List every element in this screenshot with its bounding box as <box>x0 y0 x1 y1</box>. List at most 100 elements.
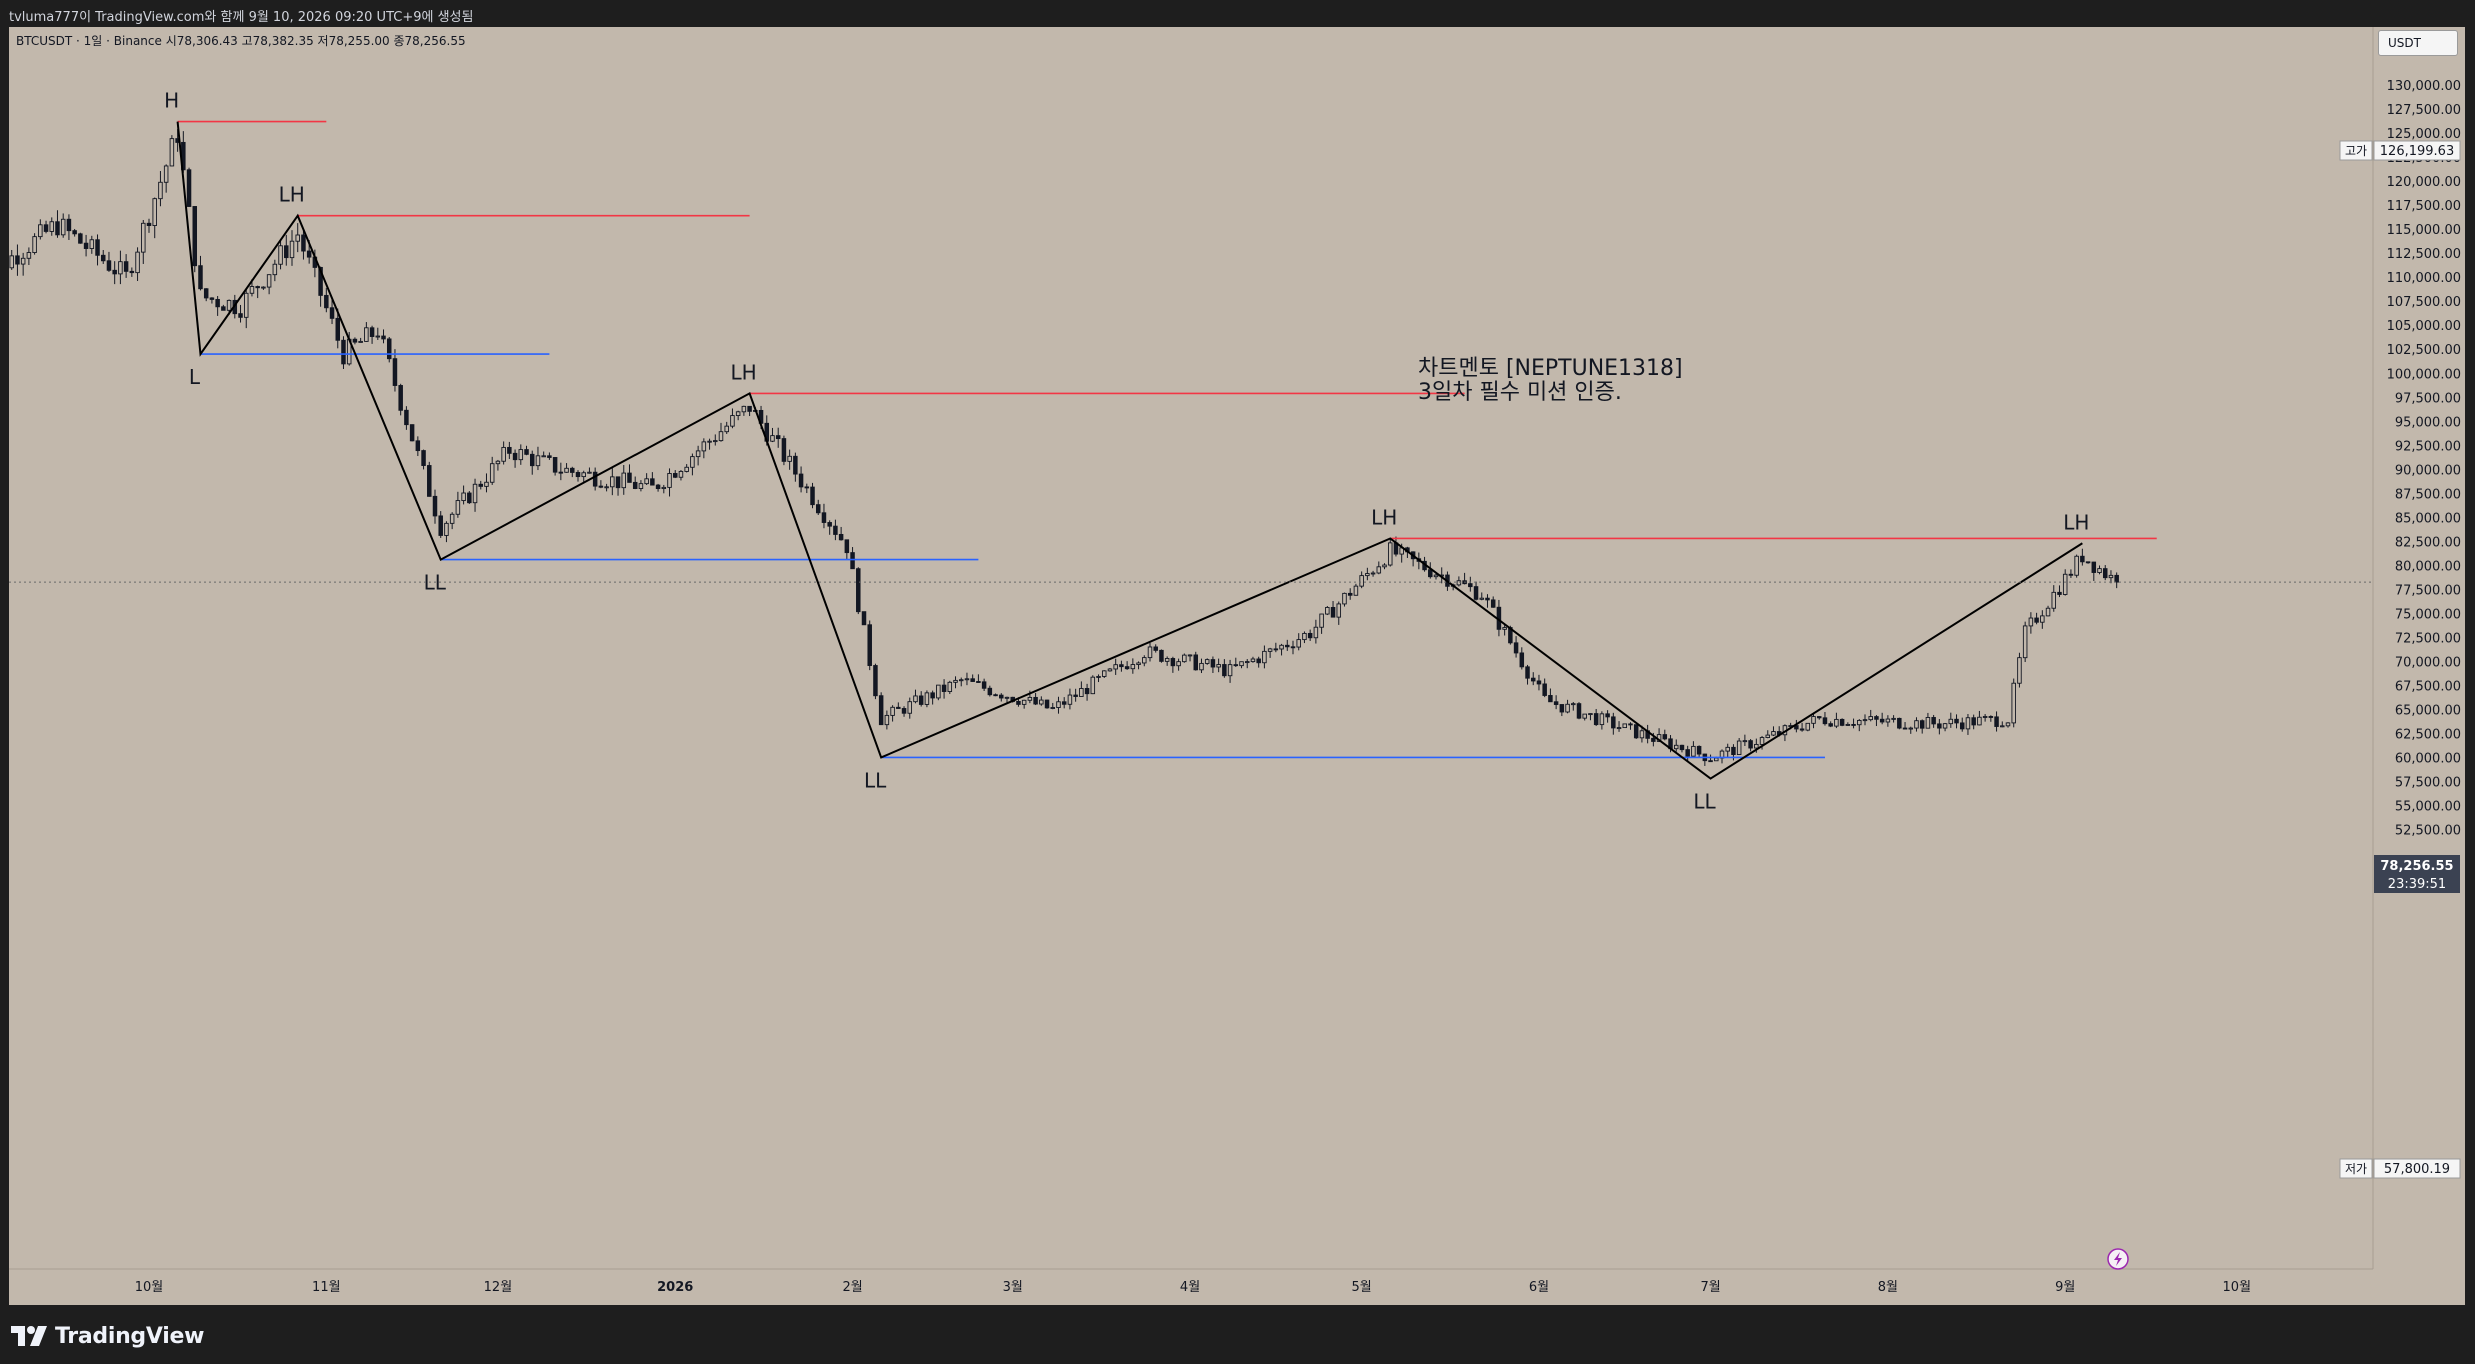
candle <box>1359 571 1364 589</box>
candle <box>896 702 901 709</box>
note-line-2[interactable]: 3일차 필수 미션 인증. <box>1418 380 1622 405</box>
candle <box>15 244 20 276</box>
price-axis[interactable]: 130,000.00127,500.00125,000.00122,500.00… <box>2387 79 2461 838</box>
candle <box>278 239 283 270</box>
candle <box>1227 659 1233 683</box>
candle <box>1897 717 1902 730</box>
candle <box>747 405 752 417</box>
candle <box>827 520 832 535</box>
candle <box>324 287 329 313</box>
candle <box>421 449 426 470</box>
candle <box>386 336 392 363</box>
candle <box>1645 724 1650 744</box>
title-bar: tvluma777이 TradingView.com와 함께 9월 10, 20… <box>0 0 2475 27</box>
candle <box>821 503 827 529</box>
candle <box>1977 710 1982 726</box>
candle <box>947 680 953 695</box>
candle <box>238 304 243 323</box>
candle <box>2000 721 2005 728</box>
note-line-1[interactable]: 차트멘토 [NEPTUNE1318] <box>1418 356 1683 381</box>
lightning-icon[interactable] <box>2107 1248 2129 1270</box>
price-tick-label: 95,000.00 <box>2395 415 2461 430</box>
candle <box>913 689 918 704</box>
candle <box>1582 713 1587 721</box>
candle <box>775 427 781 448</box>
candle <box>1548 688 1553 703</box>
time-axis[interactable]: 10월 11월 12월 2026 2월 3월 4월 5월 6월 7월 8월 9월 10월 <box>135 1280 2251 1295</box>
candle <box>409 424 415 442</box>
time-tick-label: 2월 <box>842 1280 862 1295</box>
candle <box>427 461 432 497</box>
candle <box>1336 601 1342 625</box>
candle <box>987 685 993 697</box>
candle <box>1765 730 1771 739</box>
candle <box>2085 561 2091 564</box>
price-tick-label: 102,500.00 <box>2387 343 2461 358</box>
symbol-ohlc-legend[interactable]: BTCUSDT · 1일 · Binance 시78,306.43 고78,38… <box>16 34 466 48</box>
candle <box>833 519 838 541</box>
chart-pane[interactable]: H L LH LL LH LL LH LL LH 130,000.00 127,500.00 125… <box>9 27 2465 1305</box>
candle <box>787 449 792 470</box>
candle <box>221 304 226 311</box>
candle <box>1279 643 1284 656</box>
candle <box>2051 585 2057 612</box>
candle <box>741 405 747 416</box>
candle <box>1588 713 1593 721</box>
candle <box>701 438 707 459</box>
price-tick-label: 130,000.00 <box>2387 79 2461 94</box>
candle <box>1879 712 1885 725</box>
price-tick-label: 72,500.00 <box>2395 631 2461 646</box>
low-label: 저가 <box>2345 1162 2367 1176</box>
candle <box>529 450 535 475</box>
swing-zigzag-line[interactable] <box>176 121 2083 780</box>
candle <box>1307 629 1313 641</box>
candle <box>1719 749 1725 764</box>
candle <box>89 235 95 254</box>
candle <box>9 249 14 270</box>
candle <box>78 232 83 244</box>
candle <box>1239 661 1244 669</box>
candle <box>1571 702 1576 711</box>
candle <box>1153 644 1158 653</box>
candle <box>118 250 123 285</box>
candle <box>1839 718 1845 727</box>
swing-label: H <box>164 89 179 113</box>
candle <box>449 512 455 530</box>
candle <box>1771 726 1776 737</box>
candle <box>1622 723 1628 729</box>
currency-button[interactable]: USDT <box>2378 30 2458 56</box>
candle <box>1079 681 1084 697</box>
price-tick-label: 57,500.00 <box>2395 775 2461 790</box>
candle <box>1902 722 1908 730</box>
candle <box>690 453 695 476</box>
candle <box>1736 737 1742 755</box>
candle <box>884 710 890 730</box>
candle <box>735 410 741 421</box>
price-tick-label: 70,000.00 <box>2395 655 2461 670</box>
candle <box>1868 709 1873 722</box>
candle <box>958 677 964 687</box>
candle <box>2068 569 2074 578</box>
candle <box>1805 722 1811 732</box>
candle <box>489 456 495 485</box>
price-tick-label: 105,000.00 <box>2387 319 2461 334</box>
candle <box>976 674 981 683</box>
candle <box>1525 664 1530 685</box>
candle <box>266 274 272 295</box>
candle <box>83 234 89 257</box>
candle <box>432 489 438 524</box>
candle <box>1296 633 1301 651</box>
candle <box>936 684 941 701</box>
low-price-badge: 저가 57,800.19 <box>2339 1158 2461 1179</box>
candle <box>1748 739 1753 752</box>
candle <box>60 213 66 238</box>
swing-label: LL <box>1693 790 1716 814</box>
candle <box>163 164 169 193</box>
candle <box>867 620 872 671</box>
candle <box>112 261 117 285</box>
candle <box>375 327 381 340</box>
tradingview-logo[interactable]: TradingView <box>11 1324 204 1349</box>
candle <box>1130 658 1136 674</box>
